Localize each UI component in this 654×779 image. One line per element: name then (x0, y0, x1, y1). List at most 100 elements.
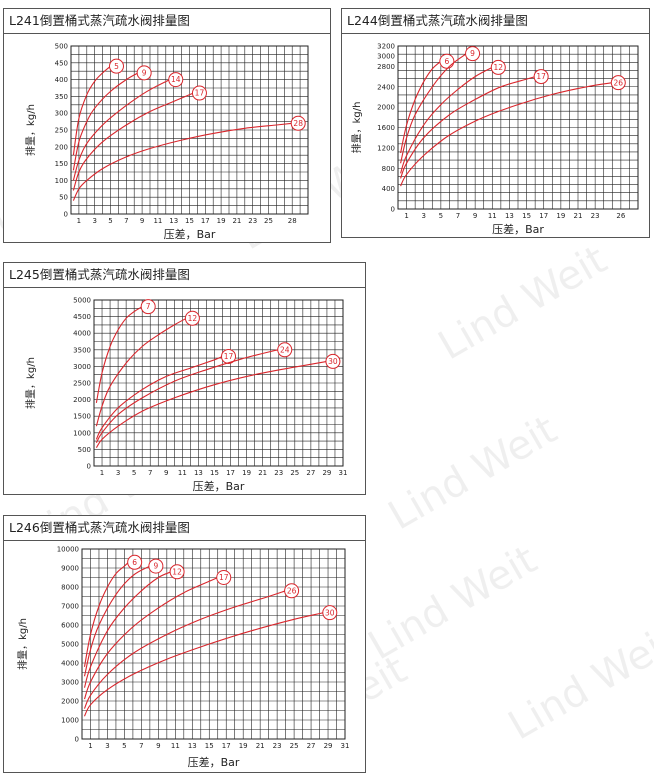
series-marker-24 (277, 342, 293, 358)
y-tick-label: 1200 (377, 144, 395, 152)
x-tick-label: 29 (324, 742, 333, 750)
x-tick-label: 21 (232, 217, 241, 225)
series-label-7: 7 (146, 302, 151, 311)
watermark: Lind Weit (500, 616, 654, 750)
y-tick-label: 1000 (73, 429, 91, 437)
y-tick-label: 1600 (377, 124, 395, 132)
chart-svg-l241: 1 3 5 7 9 11 13 15 17 19 21 23 25 2805010015020025030… (24, 43, 309, 241)
y-tick-label: 500 (78, 446, 91, 454)
x-tick-label: 25 (264, 217, 273, 225)
x-tick-label: 26 (616, 212, 625, 220)
y-tick-label: 5000 (61, 641, 79, 649)
series-line-17 (400, 76, 536, 179)
y-tick-label: 2000 (73, 396, 91, 404)
series-line-28 (72, 122, 293, 201)
x-tick-label: 11 (153, 217, 162, 225)
series-marker-28 (290, 115, 306, 131)
y-tick-label: 4000 (61, 660, 79, 668)
x-tick-label: 23 (248, 217, 257, 225)
x-axis-label: 压差，Bar (492, 222, 544, 236)
y-tick-label: 50 (59, 194, 68, 202)
x-tick-label: 25 (290, 742, 299, 750)
series-line-30 (84, 612, 324, 717)
y-tick-label: 5000 (73, 297, 91, 305)
series-marker-12 (184, 310, 200, 326)
y-tick-label: 400 (382, 185, 395, 193)
series-line-12 (95, 317, 187, 427)
x-tick-label: 23 (273, 742, 282, 750)
series-marker-9 (465, 46, 481, 62)
x-tick-label: 9 (473, 212, 477, 220)
series-line-14 (72, 79, 171, 181)
x-axis-label: 压差，Bar (164, 227, 216, 241)
series-marker-9 (136, 65, 152, 81)
x-tick-label: 11 (488, 212, 497, 220)
chart-panel-l246: L246倒置桶式蒸汽疏水阀排量图 1 3 5 7 9 11 13 15 17 19 21 23 25 27… (3, 515, 366, 773)
series-label-24: 24 (280, 345, 290, 354)
chart-title: L241倒置桶式蒸汽疏水阀排量图 (4, 9, 330, 34)
series-label-9: 9 (470, 49, 475, 58)
x-tick-label: 13 (505, 212, 514, 220)
x-tick-label: 1 (77, 217, 81, 225)
y-tick-label: 9000 (61, 565, 79, 573)
x-tick-label: 23 (274, 469, 283, 477)
series-line-12 (83, 571, 172, 688)
x-tick-label: 3 (421, 212, 425, 220)
x-tick-label: 7 (456, 212, 460, 220)
series-label-14: 14 (171, 75, 181, 84)
grid (81, 548, 346, 740)
x-axis-label: 压差，Bar (193, 479, 245, 493)
series-marker-6 (127, 554, 143, 570)
series-line-9 (83, 565, 151, 677)
x-tick-label: 21 (258, 469, 267, 477)
x-tick-label: 15 (522, 212, 531, 220)
x-tick-label: 1 (88, 742, 92, 750)
y-tick-label: 8000 (61, 584, 79, 592)
series-line-6 (400, 60, 442, 154)
x-tick-label: 19 (239, 742, 248, 750)
y-tick-label: 800 (382, 165, 395, 173)
x-tick-label: 7 (139, 742, 143, 750)
series-line-5 (72, 65, 111, 156)
series-marker-26 (610, 75, 626, 91)
x-tick-label: 28 (288, 217, 297, 225)
series-label-26: 26 (287, 586, 297, 595)
plot-frame (93, 299, 344, 467)
x-tick-label: 5 (132, 469, 136, 477)
y-tick-label: 0 (391, 206, 395, 214)
x-tick-label: 17 (201, 217, 210, 225)
x-tick-label: 29 (322, 469, 331, 477)
y-tick-label: 2500 (73, 380, 91, 388)
x-tick-label: 7 (148, 469, 152, 477)
series-marker-9 (148, 558, 164, 574)
series-label-17: 17 (224, 352, 234, 361)
x-tick-label: 11 (178, 469, 187, 477)
chart-svg-l244: 1 3 5 7 9 11 13 15 17 19 21 23 260400800120016002000… (350, 43, 639, 236)
series-label-30: 30 (328, 357, 338, 366)
y-tick-label: 100 (55, 177, 68, 185)
grid (93, 299, 344, 467)
x-tick-label: 15 (205, 742, 214, 750)
y-axis-label: 排量，kg/h (16, 618, 29, 670)
series-line-26 (83, 590, 286, 709)
y-tick-label: 4500 (73, 313, 91, 321)
x-tick-label: 5 (122, 742, 126, 750)
series-line-26 (400, 82, 613, 187)
y-tick-label: 200 (55, 143, 68, 151)
plot-frame (397, 45, 639, 210)
y-tick-label: 2000 (377, 104, 395, 112)
x-tick-label: 31 (341, 742, 350, 750)
series-line-30 (95, 360, 328, 449)
x-tick-label: 5 (439, 212, 443, 220)
chart-panel-l244: L244倒置桶式蒸汽疏水阀排量图 1 3 5 7 9 11 13 15 17 19 21 23 26 0 4… (341, 8, 650, 238)
x-tick-label: 21 (574, 212, 583, 220)
y-tick-label: 150 (55, 160, 68, 168)
watermark: Lind Weit (360, 536, 545, 670)
grid (397, 45, 639, 210)
y-tick-label: 350 (55, 93, 68, 101)
series-label-26: 26 (614, 78, 624, 87)
x-tick-label: 27 (307, 742, 316, 750)
series-label-30: 30 (325, 608, 335, 617)
series-label-5: 5 (114, 62, 119, 71)
x-tick-label: 11 (171, 742, 180, 750)
